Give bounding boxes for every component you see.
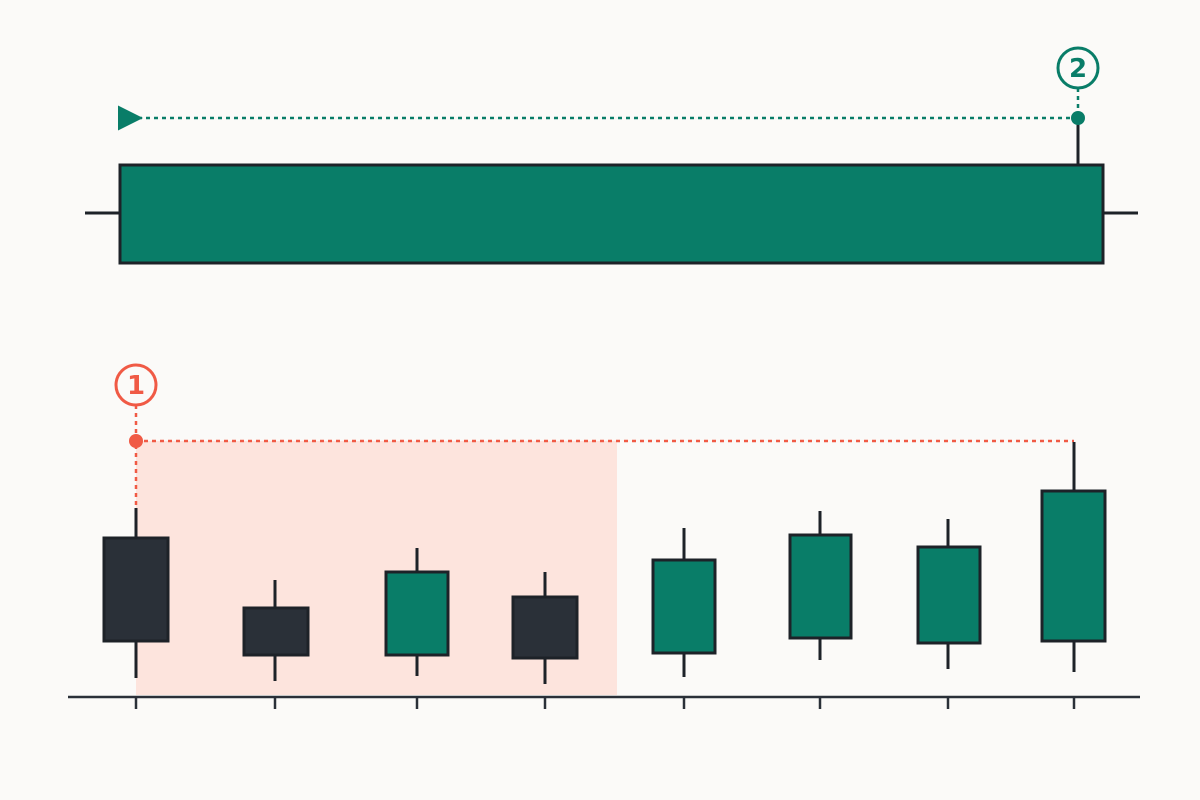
marker-1-guide: 1 xyxy=(114,363,1074,538)
marker-2-guide: 2 xyxy=(118,46,1100,131)
candles xyxy=(102,442,1107,684)
marker-label: 1 xyxy=(127,371,145,401)
big-candle xyxy=(85,118,1138,265)
marker-label: 2 xyxy=(1069,54,1087,84)
axis xyxy=(68,695,1140,709)
